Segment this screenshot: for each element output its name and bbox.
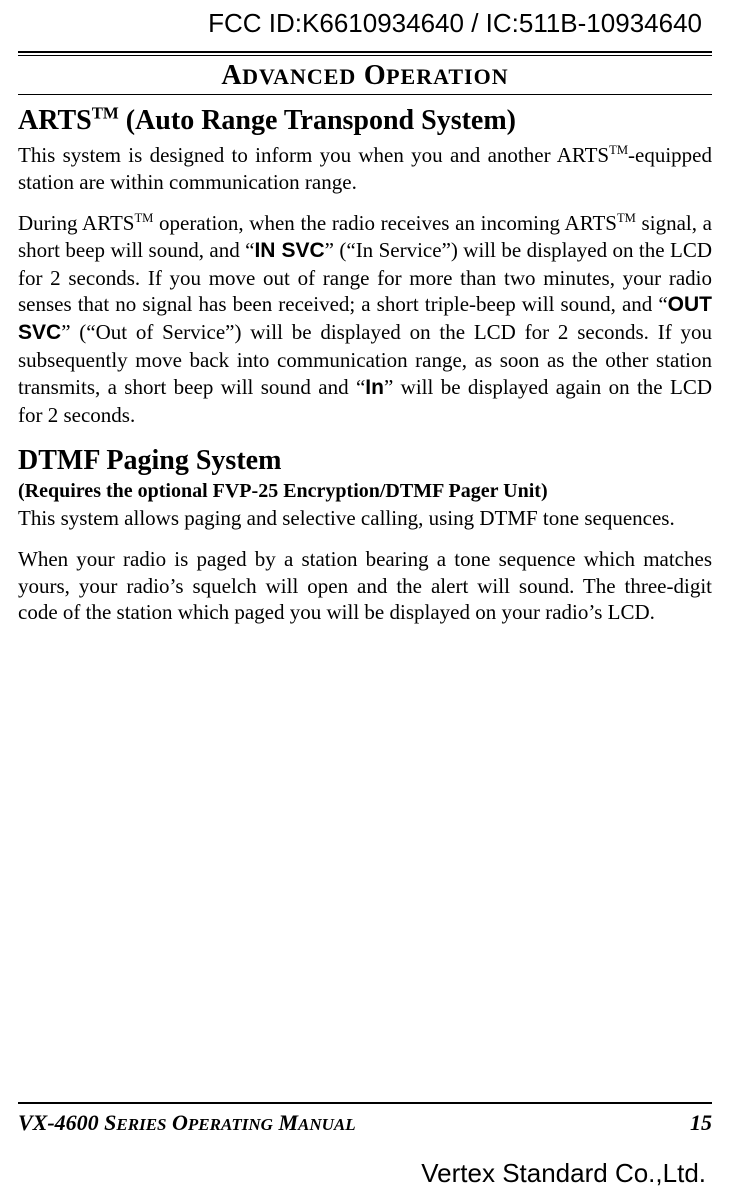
chapter-word2-cap: O bbox=[364, 60, 386, 91]
chapter-word1-cap: A bbox=[221, 60, 242, 91]
ft-c: O bbox=[167, 1110, 188, 1135]
section2-para1: This system allows paging and selective … bbox=[18, 505, 712, 532]
section1-para1: This system is designed to inform you wh… bbox=[18, 142, 712, 196]
section1-para2: During ARTSTM operation, when the radio … bbox=[18, 210, 712, 429]
ft-b: ERIES bbox=[116, 1115, 166, 1134]
top-rule-thick bbox=[18, 51, 712, 53]
p2b: operation, when the radio receives an in… bbox=[153, 211, 617, 235]
chapter-word2-rest: PERATION bbox=[386, 64, 509, 89]
vendor-name: Vertex Standard Co.,Ltd. bbox=[18, 1158, 706, 1189]
tm-mark: TM bbox=[134, 211, 153, 225]
section1-title-suffix: (Auto Range Transpond System) bbox=[119, 105, 516, 136]
chapter-word1-rest: DVANCED bbox=[242, 64, 356, 89]
ft-a: VX-4600 S bbox=[18, 1110, 116, 1135]
footer: VX-4600 SERIES OPERATING MANUAL 15 Verte… bbox=[18, 1102, 712, 1189]
tm-mark: TM bbox=[617, 211, 636, 225]
ft-d: PERATING bbox=[188, 1115, 273, 1134]
subhead-text: Requires the optional FVP-25 Encryption/… bbox=[25, 480, 541, 502]
footer-rule bbox=[18, 1102, 712, 1104]
p1a: This system is designed to inform you wh… bbox=[18, 143, 609, 167]
manual-title: VX-4600 SERIES OPERATING MANUAL bbox=[18, 1110, 356, 1136]
section2-subhead: (Requires the optional FVP-25 Encryption… bbox=[18, 480, 712, 503]
arts-text: ARTS bbox=[18, 105, 92, 136]
tm-mark: TM bbox=[609, 143, 628, 157]
p2a: During ARTS bbox=[18, 211, 134, 235]
paren-close: ) bbox=[541, 480, 548, 502]
paren-open: ( bbox=[18, 480, 25, 502]
chapter-title: ADVANCED OPERATION bbox=[18, 56, 712, 94]
page: FCC ID:K6610934640 / IC:511B-10934640 AD… bbox=[0, 0, 730, 1203]
fcc-id-line: FCC ID:K6610934640 / IC:511B-10934640 bbox=[18, 8, 702, 39]
lcd-in-svc: IN SVC bbox=[254, 239, 324, 262]
lcd-in: In bbox=[365, 376, 384, 399]
ft-f: ANUAL bbox=[298, 1115, 356, 1134]
section2-title: DTMF Paging System bbox=[18, 443, 712, 478]
chapter-space bbox=[356, 60, 364, 91]
page-number: 15 bbox=[690, 1110, 712, 1136]
footer-row: VX-4600 SERIES OPERATING MANUAL 15 bbox=[18, 1110, 712, 1136]
ft-e: M bbox=[273, 1110, 298, 1135]
section1-title: ARTSTM (Auto Range Transpond System) bbox=[18, 103, 712, 138]
tm-mark: TM bbox=[92, 104, 119, 123]
section2-para2: When your radio is paged by a station be… bbox=[18, 546, 712, 627]
chapter-rule bbox=[18, 94, 712, 95]
